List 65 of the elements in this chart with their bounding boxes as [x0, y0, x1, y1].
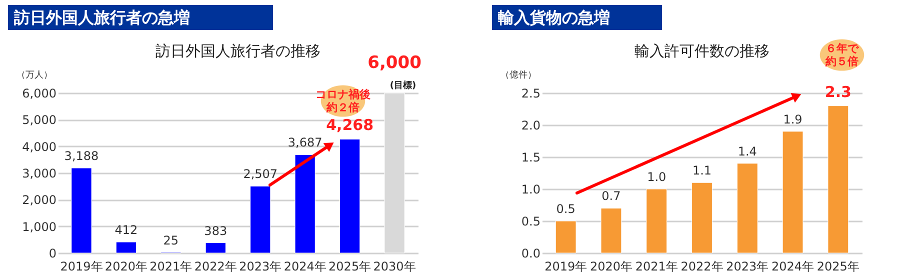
y-tick-label: 1.0 — [521, 182, 540, 196]
y-axis-title: （万人） — [16, 70, 52, 80]
data-label: 1.1 — [692, 164, 712, 178]
data-label: 383 — [204, 224, 228, 238]
y-tick-label: 0.5 — [521, 214, 540, 228]
y-tick-label: 1.5 — [521, 150, 540, 164]
annotation: コロナ禍後約２倍 — [316, 88, 370, 114]
chart-subtitle: 訪日外国人旅行者の推移 — [156, 42, 320, 60]
x-tick-label: 2030年 — [373, 260, 416, 274]
bar — [555, 220, 576, 254]
y-tick-label: 6,000 — [22, 86, 56, 100]
annotation: 4,268 — [326, 116, 374, 134]
x-tick-label: 2023年 — [239, 260, 282, 274]
data-label: 0.5 — [556, 202, 576, 216]
data-label: 3,188 — [64, 148, 99, 163]
bar — [600, 208, 622, 254]
x-tick-label: 2022年 — [194, 260, 237, 274]
x-tick-label: 2020年 — [104, 260, 148, 274]
text: ６年で約５倍 — [824, 42, 860, 68]
annotation: 2.3 — [824, 82, 852, 101]
x-tick-label: 2019年 — [60, 260, 103, 274]
bar — [828, 106, 849, 254]
bar — [116, 242, 137, 254]
data-label: 1.4 — [738, 144, 757, 158]
bar — [692, 182, 712, 254]
x-tick-label: 2024年 — [284, 260, 326, 274]
x-tick-label: 2025年 — [328, 260, 372, 274]
data-label: 1.9 — [783, 112, 802, 126]
x-tick-label: 2023年 — [726, 260, 769, 274]
y-tick-label: 1,000 — [22, 220, 56, 234]
x-tick-label: 2019年 — [544, 260, 588, 274]
data-label: 0.7 — [602, 189, 621, 204]
y-tick-label: 5,000 — [22, 113, 56, 128]
data-label: 25 — [163, 233, 179, 248]
data-label: 3,687 — [288, 136, 322, 150]
x-tick-label: 2020年 — [590, 260, 632, 274]
bar — [205, 242, 226, 254]
text: (目標) — [390, 80, 416, 91]
bar — [71, 168, 92, 254]
bar — [646, 188, 668, 254]
data-label: 412 — [114, 223, 138, 238]
bar — [339, 138, 360, 254]
x-tick-label: 2025年 — [816, 260, 860, 274]
x-tick-label: 2021年 — [635, 260, 678, 274]
y-tick-label: 3,000 — [22, 166, 56, 180]
y-tick-label: 4,000 — [22, 140, 56, 154]
chart-title: 訪日外国人旅行者の急増 — [13, 8, 190, 27]
y-axis-title: （億件） — [500, 70, 536, 80]
x-tick-label: 2024年 — [772, 260, 814, 274]
chart-title: 輸入貨物の急増 — [497, 8, 610, 27]
bar — [736, 163, 758, 254]
y-tick-label: 2.0 — [521, 118, 540, 132]
y-tick-label: 0.0 — [521, 246, 540, 260]
data-label: 1.0 — [647, 170, 666, 184]
bar — [782, 131, 804, 254]
data-label: 2,507 — [243, 167, 278, 182]
x-tick-label: 2022年 — [680, 260, 724, 274]
chart-subtitle: 輸入許可件数の推移 — [634, 42, 770, 60]
y-tick-label: 2.5 — [521, 86, 540, 100]
bar — [294, 154, 316, 254]
x-tick-label: 2021年 — [150, 260, 192, 274]
bar — [250, 186, 271, 254]
y-tick-label: 2,000 — [22, 193, 56, 208]
annotation: 6,000 — [368, 53, 422, 73]
y-tick-label: 0 — [48, 246, 56, 260]
